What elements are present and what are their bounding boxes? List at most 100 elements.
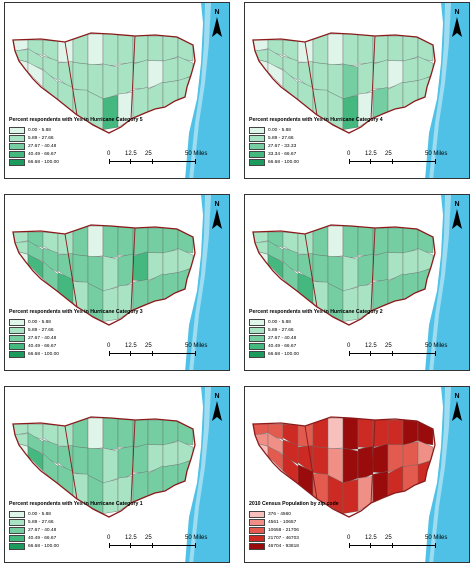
county-boundary [64, 41, 78, 116]
legend-swatch [249, 350, 265, 358]
barrier-island [189, 195, 211, 370]
legend-item: 10658 - 21706 [249, 526, 339, 534]
barrier-island [429, 387, 451, 562]
zip-zone [102, 33, 119, 67]
scale-tick [392, 159, 393, 164]
scale-tick [435, 351, 436, 356]
legend-label: 66.68 - 100.00 [28, 351, 59, 357]
legend-swatch [9, 534, 25, 542]
legend-swatch [9, 510, 25, 518]
legend-label: 66.68 - 100.00 [268, 351, 299, 357]
legend-swatch [249, 142, 265, 150]
scale-bar: 0 12.5 25 50 Miles [103, 151, 229, 178]
scale-tick-label: 50 Miles [185, 535, 208, 541]
scale-tick-label: 50 Miles [425, 151, 448, 157]
zip-zone [72, 446, 89, 476]
scale-tick-label: 25 [385, 535, 392, 541]
legend-item: 66.68 - 100.00 [9, 350, 143, 358]
scale-tick-label: 50 Miles [185, 151, 208, 157]
barrier-island [189, 387, 211, 562]
zip-zone [312, 62, 329, 92]
legend-item: 0.00 - 5.88 [9, 510, 143, 518]
scale-line [349, 351, 436, 357]
legend-item: 66.68 - 100.00 [9, 542, 143, 550]
zip-zone [372, 87, 389, 119]
zip-zone [132, 443, 149, 474]
north-arrow-icon: N [452, 9, 462, 37]
zip-zone [342, 255, 359, 293]
legend-swatch [9, 326, 25, 334]
legend-item: 33.34 - 66.67 [249, 150, 383, 158]
legend-swatch [249, 134, 265, 142]
scale-tick-label: 25 [385, 151, 392, 157]
legend-swatch [249, 158, 265, 166]
legend-swatch [9, 142, 25, 150]
county-boundary [130, 419, 136, 504]
legend-item: 0.00 - 5.88 [249, 318, 383, 326]
scale-bar: 0 12.5 25 50 Miles [103, 535, 229, 562]
legend-label: 66.68 - 100.00 [268, 159, 299, 165]
legend-item: 66.68 - 100.00 [249, 350, 383, 358]
scale-tick-label: 0 [347, 151, 351, 157]
legend-item: 40.49 - 66.67 [249, 342, 383, 350]
map-svg: N [12, 387, 229, 562]
north-label: N [454, 201, 459, 208]
zip-zone [147, 35, 164, 62]
zip-zone [117, 253, 134, 289]
north-arrow-icon: N [452, 393, 462, 421]
scale-line [109, 159, 196, 165]
scale-tick-label: 0 [107, 343, 111, 349]
legend-item: 5.89 - 27.66 [9, 134, 143, 142]
legend-swatch [249, 534, 265, 542]
map-svg: N [12, 3, 229, 178]
zip-zone [162, 249, 179, 276]
zip-zone [102, 447, 119, 485]
legend-item: 66.68 - 100.00 [249, 158, 383, 166]
legend-label: 5.89 - 27.66 [28, 519, 54, 525]
scale-tick-label: 50 Miles [425, 535, 448, 541]
legend-title: Percent respondents with Yes in Hurrican… [249, 309, 383, 315]
legend-item: 0.00 - 5.88 [9, 318, 143, 326]
legend-swatch [249, 342, 265, 350]
county-boundary [64, 233, 78, 308]
scale-tick [152, 159, 153, 164]
legend-item: 376 - 4560 [249, 510, 339, 518]
zip-zone [357, 417, 374, 449]
legend-label: 5.89 - 27.66 [268, 327, 294, 333]
legend-swatch [9, 342, 25, 350]
legend-swatch [249, 334, 265, 342]
legend-swatch [249, 150, 265, 158]
scale-tick-label: 12.5 [125, 343, 137, 349]
zip-zone [342, 478, 359, 514]
legend-swatch [249, 526, 265, 534]
scale-tick [152, 543, 153, 548]
zip-zone [312, 446, 329, 476]
scale-tick [370, 159, 371, 164]
county-boundary [64, 425, 78, 500]
map-svg: N [252, 387, 469, 562]
scale-bar: 0 12.5 25 50 Miles [343, 343, 469, 370]
scale-tick [349, 159, 350, 164]
scale-tick [435, 159, 436, 164]
legend-item: 5.89 - 27.66 [249, 326, 383, 334]
legend-item: 40.49 - 66.67 [9, 534, 143, 542]
scale-tick [195, 543, 196, 548]
scale-tick-label: 0 [347, 535, 351, 541]
zip-zone [402, 249, 419, 276]
scale-tick [370, 351, 371, 356]
scale-tick-label: 25 [145, 343, 152, 349]
legend-title: Percent respondents with Yes in Hurrican… [9, 501, 143, 507]
legend-item: 27.67 - 40.48 [9, 526, 143, 534]
scale-tick [370, 543, 371, 548]
legend-swatch [9, 126, 25, 134]
map-svg: N [252, 195, 469, 370]
legend-title: 2010 Census Population by zip code [249, 501, 339, 507]
scale-line [109, 543, 196, 549]
zip-zone [342, 447, 359, 485]
barrier-island [189, 3, 211, 178]
legend-item: 66.68 - 100.00 [9, 158, 143, 166]
north-arrow-icon: N [452, 201, 462, 229]
scale-line [349, 543, 436, 549]
legend-item: 21707 - 46703 [249, 534, 339, 542]
zip-zone [357, 253, 374, 289]
